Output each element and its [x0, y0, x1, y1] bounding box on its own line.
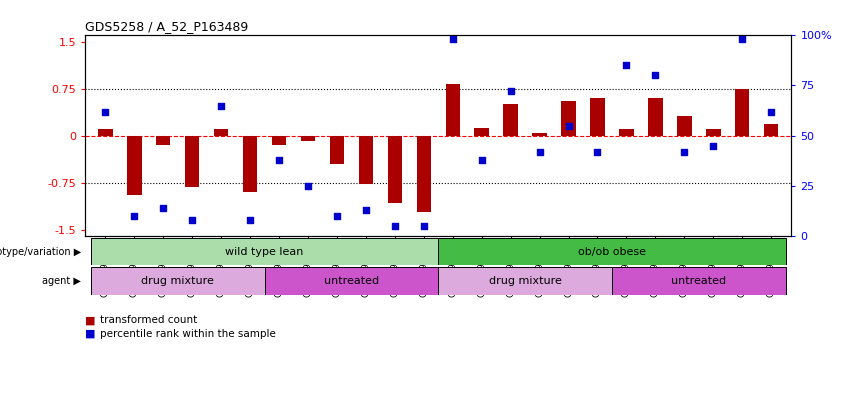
Bar	[533, 133, 547, 136]
Point	[330, 213, 344, 219]
Point	[475, 156, 488, 163]
Text: untreated: untreated	[671, 276, 727, 286]
Bar	[358, 136, 373, 184]
Bar	[91, 267, 265, 295]
Bar	[706, 129, 721, 136]
Point	[446, 36, 460, 42]
Bar	[214, 129, 228, 136]
Bar	[764, 124, 779, 136]
Text: drug mixture: drug mixture	[141, 276, 214, 286]
Bar	[677, 116, 692, 136]
Text: GDS5258 / A_52_P163489: GDS5258 / A_52_P163489	[85, 20, 248, 33]
Bar	[156, 136, 170, 145]
Point	[388, 222, 402, 229]
Text: transformed count: transformed count	[100, 315, 197, 325]
Text: percentile rank within the sample: percentile rank within the sample	[100, 329, 277, 339]
Point	[157, 205, 170, 211]
Text: agent ▶: agent ▶	[42, 276, 81, 286]
Point	[272, 156, 286, 163]
Text: ob/ob obese: ob/ob obese	[578, 246, 646, 257]
Point	[620, 62, 633, 68]
Bar	[620, 129, 634, 136]
Text: genotype/variation ▶: genotype/variation ▶	[0, 246, 81, 257]
Bar	[562, 101, 576, 136]
Bar	[504, 104, 518, 136]
Point	[417, 222, 431, 229]
Point	[735, 36, 749, 42]
Bar	[446, 84, 460, 136]
Point	[764, 108, 778, 115]
Text: drug mixture: drug mixture	[488, 276, 562, 286]
Point	[99, 108, 112, 115]
Bar	[271, 136, 286, 145]
Bar	[735, 88, 750, 136]
Bar	[91, 238, 438, 265]
Bar	[438, 238, 785, 265]
Point	[533, 149, 546, 155]
Bar	[648, 98, 663, 136]
Text: untreated: untreated	[324, 276, 379, 286]
Bar	[438, 267, 612, 295]
Bar	[591, 98, 605, 136]
Point	[677, 149, 691, 155]
Bar	[329, 136, 344, 164]
Point	[359, 207, 373, 213]
Bar	[475, 128, 489, 136]
Bar	[300, 136, 315, 141]
Text: ■: ■	[85, 329, 95, 339]
Bar	[185, 136, 199, 187]
Text: wild type lean: wild type lean	[226, 246, 304, 257]
Point	[243, 217, 257, 223]
Bar	[612, 267, 785, 295]
Point	[562, 122, 575, 129]
Point	[128, 213, 141, 219]
Point	[301, 182, 315, 189]
Point	[214, 102, 228, 108]
Bar	[416, 136, 431, 212]
Bar	[98, 129, 112, 136]
Bar	[387, 136, 402, 203]
Point	[648, 72, 662, 79]
Bar	[265, 267, 438, 295]
Point	[186, 217, 199, 223]
Bar	[127, 136, 141, 195]
Point	[706, 142, 720, 149]
Bar	[243, 136, 257, 192]
Point	[504, 88, 517, 95]
Point	[591, 149, 604, 155]
Text: ■: ■	[85, 315, 95, 325]
